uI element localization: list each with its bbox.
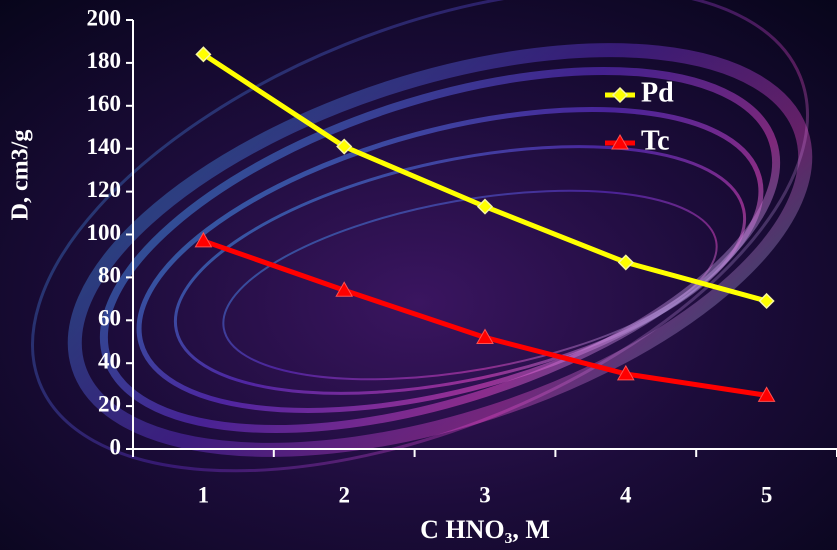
y-tick-label: 120: [87, 177, 122, 202]
page: D, cm3/g C HNO₃, M 0 20 40 60 80 100 120 140 160…: [0, 0, 837, 550]
y-tick-label: 20: [98, 391, 121, 416]
y-tick-label: 140: [87, 134, 122, 159]
chart: D, cm3/g C HNO₃, M 0 20 40 60 80 100 120 140 160…: [0, 0, 837, 550]
y-tick-label: 180: [87, 48, 122, 73]
x-tick-label: 1: [198, 482, 210, 507]
y-tick-label: 0: [110, 434, 122, 459]
x-tick-label: 3: [479, 482, 491, 507]
y-tick-label: 160: [87, 91, 122, 116]
x-tick-label: 2: [338, 482, 350, 507]
y-tick-label: 100: [87, 220, 122, 245]
y-tick-label: 60: [98, 306, 121, 331]
legend-label: Pd: [641, 77, 674, 108]
x-axis-title: C HNO₃, M: [420, 515, 550, 544]
y-tick-label: 80: [98, 263, 121, 288]
y-axis-title: D, cm3/g: [8, 130, 34, 221]
legend-label: Tc: [641, 125, 670, 156]
x-tick-label: 5: [761, 482, 773, 507]
x-tick-label: 4: [620, 482, 632, 507]
y-tick-label: 200: [87, 5, 122, 30]
y-tick-label: 40: [98, 348, 121, 373]
